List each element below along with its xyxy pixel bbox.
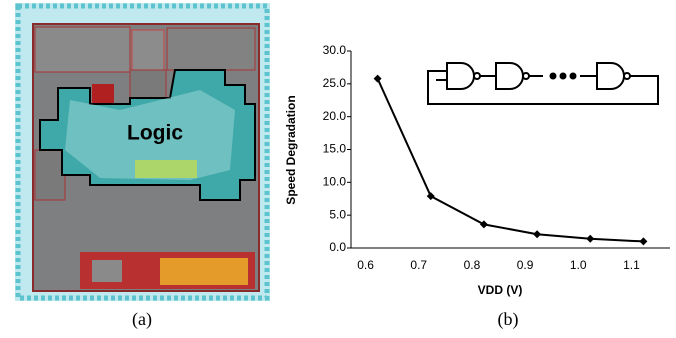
y-tick-label: 20.0	[323, 109, 347, 123]
marker	[639, 237, 647, 245]
x-tick-label: 0.6	[357, 258, 374, 272]
y-tick-label: 5.0	[329, 207, 346, 221]
block	[130, 70, 166, 98]
y-tick-label: 10.0	[323, 175, 347, 189]
block	[35, 27, 130, 72]
block	[92, 84, 114, 104]
marker	[374, 75, 382, 83]
x-axis-label: VDD (V)	[478, 283, 523, 297]
inverter-bubble	[474, 73, 480, 79]
block	[167, 28, 255, 70]
block	[92, 260, 122, 282]
logic-label: Logic	[127, 122, 183, 145]
block	[35, 150, 65, 200]
block	[160, 258, 248, 285]
nand-gate	[496, 63, 523, 89]
figure: Logic (a) (b) VDD (V) Speed Degradation …	[0, 0, 676, 333]
caption-b: (b)	[498, 309, 519, 330]
y-tick-label: 15.0	[323, 142, 347, 156]
block	[135, 160, 197, 178]
x-tick-label: 0.7	[410, 258, 427, 272]
x-tick-label: 1.1	[623, 258, 640, 272]
block	[132, 30, 164, 70]
y-tick-label: 30.0	[323, 43, 347, 57]
marker	[533, 230, 541, 238]
marker	[586, 235, 594, 243]
nand-gate	[597, 63, 624, 89]
y-axis-label: Speed Degradation	[284, 95, 298, 204]
caption-a: (a)	[132, 309, 152, 330]
y-tick-label: 0.0	[329, 240, 346, 254]
x-tick-label: 1.0	[570, 258, 587, 272]
x-tick-label: 0.9	[517, 258, 534, 272]
marker	[480, 220, 488, 228]
ring-oscillator	[428, 63, 658, 104]
y-tick-label: 25.0	[323, 76, 347, 90]
inverter-bubble	[523, 73, 529, 79]
x-tick-label: 0.8	[464, 258, 481, 272]
inverter-bubble	[624, 73, 630, 79]
nand-gate	[447, 63, 474, 89]
chip-layout: Logic	[15, 3, 270, 301]
marker	[427, 192, 435, 200]
